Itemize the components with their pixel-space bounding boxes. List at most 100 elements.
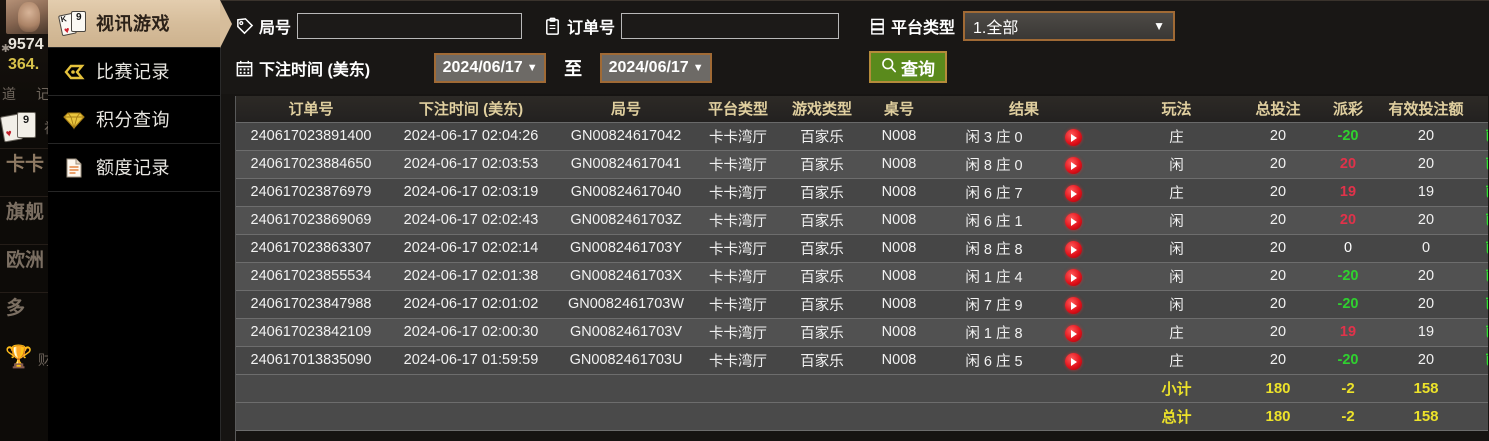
cell-game-type: 百家乐 xyxy=(780,290,864,319)
play-button-icon[interactable] xyxy=(1064,129,1082,147)
bet-time-from-value: 2024/06/17 xyxy=(442,59,523,76)
bg-menu-item-4[interactable]: 多 xyxy=(0,292,56,320)
summary-cell-order-no xyxy=(236,374,386,403)
col-order-no[interactable]: 订单号 xyxy=(236,96,386,123)
summary-cell-valid-bet: 158 xyxy=(1379,402,1473,431)
cell-total-bet: 20 xyxy=(1239,178,1317,207)
table-row[interactable]: 240617023869069 2024-06-17 02:02:43 GN0082… xyxy=(236,206,1488,235)
bg-menu-item-2[interactable]: 旗舰 xyxy=(0,196,56,224)
cell-result: 闲 1 庄 4 xyxy=(934,262,1114,291)
play-button-icon[interactable] xyxy=(1064,157,1082,175)
cell-bet-time: 2024-06-17 02:01:38 xyxy=(386,262,556,291)
status-value: 已派彩 xyxy=(1485,352,1488,368)
col-valid-bet[interactable]: 有效投注额 xyxy=(1379,96,1473,123)
cell-table-no: N008 xyxy=(864,150,934,179)
sidebar-item-match-records[interactable]: 比赛记录 xyxy=(48,48,220,96)
col-game-type[interactable]: 游戏类型 xyxy=(780,96,864,123)
table-row[interactable]: 240617023891400 2024-06-17 02:04:26 GN0082… xyxy=(236,122,1488,151)
cell-table-no: N008 xyxy=(864,290,934,319)
col-bet-time[interactable]: 下注时间 (美东) xyxy=(386,96,556,123)
table-row[interactable]: 240617023884650 2024-06-17 02:03:53 GN0082… xyxy=(236,150,1488,179)
bet-time-to-picker[interactable]: 2024/06/17 ▼ xyxy=(600,53,713,83)
play-button-icon[interactable] xyxy=(1064,241,1082,259)
filter-order-no: 订单号 xyxy=(543,13,840,39)
col-payout[interactable]: 派彩 xyxy=(1317,96,1379,123)
play-button-icon[interactable] xyxy=(1064,185,1082,203)
background-strip: ✱ 9574 364. 道 记 视 卡卡 旗舰 欧洲 多 🏆 财 xyxy=(0,0,56,441)
col-result[interactable]: 结果 xyxy=(934,96,1114,123)
play-button-icon[interactable] xyxy=(1064,213,1082,231)
payout-value: 20 xyxy=(1339,156,1357,172)
col-platform[interactable]: 平台类型 xyxy=(696,96,780,123)
search-button[interactable]: 查询 xyxy=(869,51,947,83)
cell-result: 闲 8 庄 0 xyxy=(934,150,1114,179)
summary-cell-status xyxy=(1473,374,1488,403)
cell-table-no: N008 xyxy=(864,346,934,375)
filter-round-no-text: 局号 xyxy=(259,20,292,37)
play-button-icon[interactable] xyxy=(1064,325,1082,343)
summary-cell-valid-bet: 158 xyxy=(1379,374,1473,403)
cell-table-no: N008 xyxy=(864,122,934,151)
cell-round-no: GN0082461703X xyxy=(556,262,696,291)
search-button-label: 查询 xyxy=(901,59,935,79)
bg-menu-item-1[interactable]: 卡卡 xyxy=(0,148,56,176)
table-body: 240617023891400 2024-06-17 02:04:26 GN0082… xyxy=(236,122,1488,431)
cell-bet-type: 庄 xyxy=(1114,178,1239,207)
table-row[interactable]: 240617023855534 2024-06-17 02:01:38 GN0082… xyxy=(236,262,1488,291)
cell-bet-time: 2024-06-17 02:03:53 xyxy=(386,150,556,179)
playing-cards-icon xyxy=(57,10,88,37)
cell-platform: 卡卡湾厅 xyxy=(696,262,780,291)
cell-status: 已派彩 xyxy=(1473,178,1488,207)
play-button-icon[interactable] xyxy=(1064,297,1082,315)
cell-bet-type: 闲 xyxy=(1114,234,1239,263)
cell-bet-time: 2024-06-17 02:00:30 xyxy=(386,318,556,347)
cell-bet-time: 2024-06-17 02:04:26 xyxy=(386,122,556,151)
cell-payout: 20 xyxy=(1317,206,1379,235)
filter-round-no: 局号 xyxy=(235,13,523,39)
summary-cell-game-type xyxy=(780,402,864,431)
filter-order-no-text: 订单号 xyxy=(567,20,616,37)
summary-cell-payout: -2 xyxy=(1317,402,1379,431)
filter-bet-time-text: 下注时间 (美东) xyxy=(259,62,371,79)
table-row[interactable]: 240617023847988 2024-06-17 02:01:02 GN0082… xyxy=(236,290,1488,319)
col-table-no[interactable]: 桌号 xyxy=(864,96,934,123)
cell-total-bet: 20 xyxy=(1239,262,1317,291)
cell-payout: -20 xyxy=(1317,262,1379,291)
table-row[interactable]: 240617013835090 2024-06-17 01:59:59 GN0082… xyxy=(236,346,1488,375)
col-bet-type[interactable]: 玩法 xyxy=(1114,96,1239,123)
round-no-input[interactable] xyxy=(297,13,523,39)
platform-type-select[interactable]: 1.全部 ▼ xyxy=(963,11,1176,41)
sidebar-item-video-games[interactable]: 视讯游戏 xyxy=(48,0,232,48)
col-total-bet[interactable]: 总投注 xyxy=(1239,96,1317,123)
play-button-icon[interactable] xyxy=(1064,353,1082,371)
cell-valid-bet: 20 xyxy=(1379,206,1473,235)
cell-result: 闲 3 庄 0 xyxy=(934,122,1114,151)
table-row[interactable]: 240617023876979 2024-06-17 02:03:19 GN0082… xyxy=(236,178,1488,207)
bg-menu-item-3[interactable]: 欧洲 xyxy=(0,244,56,272)
cell-status: 已派彩 xyxy=(1473,290,1488,319)
sidebar-item-points-query[interactable]: 积分查询 xyxy=(48,96,220,144)
table-row[interactable]: 240617023842109 2024-06-17 02:00:30 GN0082… xyxy=(236,318,1488,347)
sidebar-item-credit-records[interactable]: 额度记录 xyxy=(48,144,220,192)
gem-icon xyxy=(60,107,88,133)
result-text: 闲 1 庄 4 xyxy=(965,269,1023,286)
sidebar-item-label: 视讯游戏 xyxy=(96,13,170,34)
cell-platform: 卡卡湾厅 xyxy=(696,178,780,207)
play-button-icon[interactable] xyxy=(1064,269,1082,287)
cell-round-no: GN0082461703W xyxy=(556,290,696,319)
records-table-wrap[interactable]: 订单号 下注时间 (美东) 局号 平台类型 游戏类型 桌号 结果 玩法 总投注 … xyxy=(235,96,1488,441)
cell-valid-bet: 20 xyxy=(1379,150,1473,179)
bet-time-from-picker[interactable]: 2024/06/17 ▼ xyxy=(434,53,547,83)
table-row[interactable]: 240617023863307 2024-06-17 02:02:14 GN0082… xyxy=(236,234,1488,263)
cell-total-bet: 20 xyxy=(1239,346,1317,375)
col-round-no[interactable]: 局号 xyxy=(556,96,696,123)
order-no-input[interactable] xyxy=(621,13,840,39)
cell-order-no: 240617023884650 xyxy=(236,150,386,179)
result-text: 闲 8 庄 0 xyxy=(965,157,1023,174)
cell-round-no: GN00824617040 xyxy=(556,178,696,207)
bg-text-fragment-1: 道 xyxy=(2,86,16,102)
col-status[interactable]: 状态 xyxy=(1473,96,1488,123)
trophy-icon: 🏆 xyxy=(5,344,33,369)
payout-value: 0 xyxy=(1343,240,1353,256)
cell-bet-type: 闲 xyxy=(1114,206,1239,235)
